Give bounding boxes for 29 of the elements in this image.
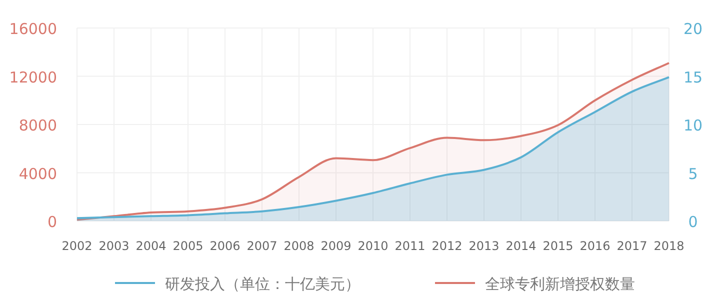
x-tick-label: 2016	[580, 239, 610, 253]
x-tick-label: 2007	[246, 239, 278, 253]
x-tick-label: 2017	[616, 239, 648, 253]
x-tick-label: 2011	[394, 239, 426, 253]
y2-tick-label: 20	[683, 20, 703, 38]
x-tick-label: 2012	[432, 239, 462, 253]
x-tick-label: 2015	[542, 239, 574, 253]
x-tick-label: 2009	[320, 239, 352, 253]
x-tick-label: 2006	[210, 239, 240, 253]
x-tick-label: 2004	[136, 239, 166, 253]
x-tick-label: 2018	[654, 239, 684, 253]
x-tick-label: 2002	[62, 239, 92, 253]
y-tick-label: 12000	[9, 68, 57, 86]
legend-label: 研发投入（单位：十亿美元）	[165, 275, 360, 293]
legend-label: 全球专利新增授权数量	[485, 275, 635, 293]
y2-tick-label: 5	[688, 164, 698, 183]
x-tick-label: 2013	[468, 239, 500, 253]
x-tick-label: 2003	[98, 239, 130, 253]
y-tick-label: 16000	[9, 20, 57, 38]
x-tick-label: 2005	[172, 239, 204, 253]
y2-tick-label: 10	[683, 116, 703, 134]
y-tick-label: 0	[47, 213, 57, 231]
y2-tick-label: 0	[688, 213, 698, 231]
y-tick-label: 8000	[18, 116, 57, 134]
x-tick-label: 2010	[358, 239, 388, 253]
y-tick-label: 4000	[18, 164, 57, 183]
y2-tick-label: 15	[683, 68, 703, 86]
x-tick-label: 2008	[284, 239, 314, 253]
x-tick-label: 2014	[506, 239, 536, 253]
